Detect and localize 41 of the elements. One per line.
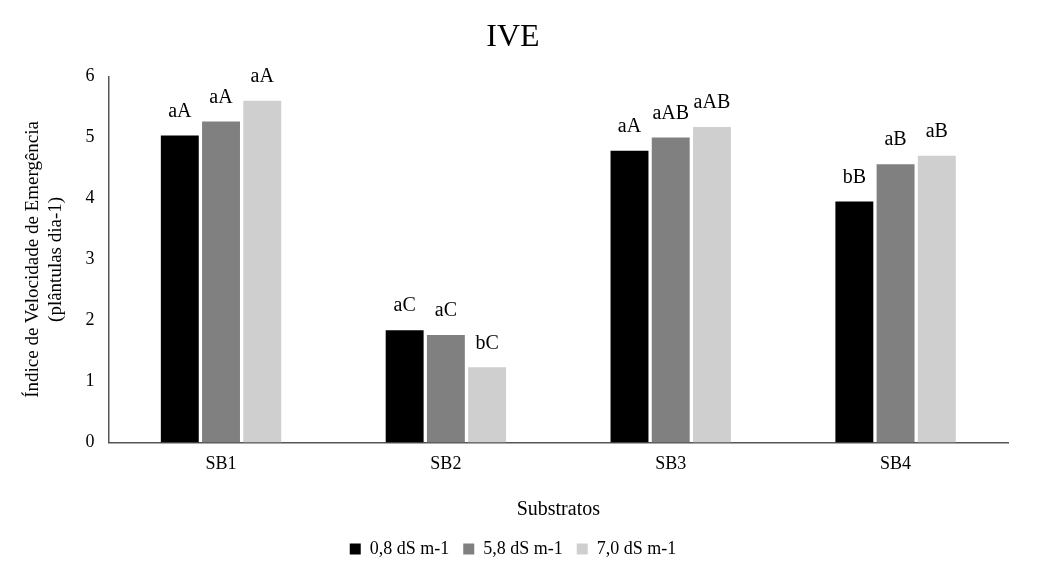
data-label: bC <box>475 330 499 353</box>
bar <box>876 164 915 443</box>
x-tick-label: SB4 <box>880 452 912 473</box>
data-label: aB <box>925 118 948 141</box>
data-label: bB <box>842 164 867 187</box>
bar <box>468 367 507 443</box>
data-label: aA <box>250 64 275 87</box>
x-tick-label: SB2 <box>430 452 462 473</box>
y-tick-label: 4 <box>85 187 95 208</box>
bar <box>160 135 199 443</box>
y-tick-label: 5 <box>85 126 95 147</box>
bar <box>651 137 690 443</box>
bar <box>610 150 649 443</box>
x-axis-title: Substratos <box>516 497 601 520</box>
bar <box>692 127 731 443</box>
bar <box>202 121 240 443</box>
bar <box>385 330 424 443</box>
bar <box>426 335 465 443</box>
x-tick-label: SB1 <box>205 452 237 473</box>
y-tick-label: 6 <box>85 65 95 86</box>
y-tick-label: 3 <box>85 248 95 269</box>
data-label: aAB <box>652 100 690 123</box>
data-label: aC <box>393 293 416 316</box>
data-label: aAB <box>693 90 731 113</box>
data-label: aC <box>434 298 457 321</box>
data-label: aA <box>617 114 642 137</box>
x-tick-label: SB3 <box>655 452 687 473</box>
bar <box>917 155 956 443</box>
y-tick-label: 2 <box>85 309 95 330</box>
bar <box>243 100 282 443</box>
data-label: aA <box>168 98 193 121</box>
y-tick-label: 1 <box>85 370 95 391</box>
chart-title: IVE <box>486 16 540 53</box>
bar <box>835 201 874 443</box>
data-label: aA <box>209 84 234 107</box>
legend-label: 7,0 dS m-1 <box>596 537 677 558</box>
legend-label: 0,8 dS m-1 <box>369 537 450 558</box>
data-label: aB <box>884 127 907 150</box>
legend-label: 5,8 dS m-1 <box>483 537 563 558</box>
y-tick-label: 0 <box>85 431 95 452</box>
y-axis-title: Índice de Velocidade de Emergência (plântulas dia-1) <box>21 120 67 398</box>
